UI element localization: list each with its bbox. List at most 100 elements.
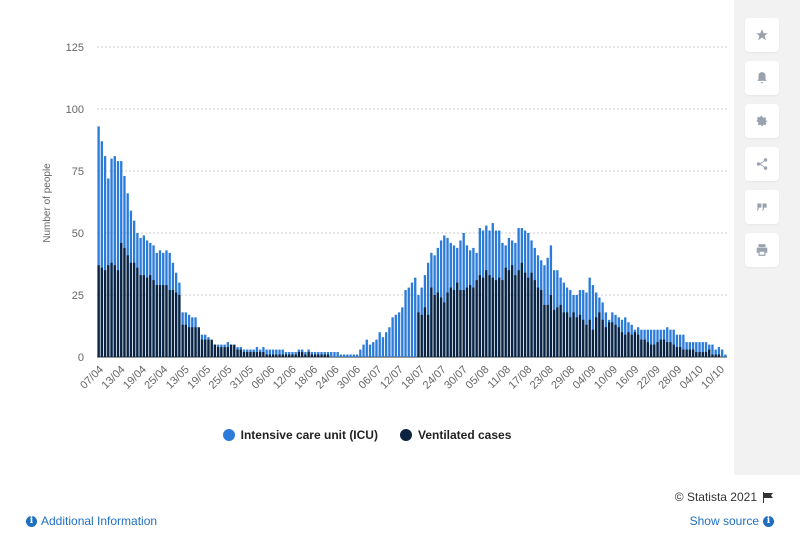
bar-icu[interactable] bbox=[443, 235, 446, 357]
bar-ventilated[interactable] bbox=[646, 342, 650, 357]
bar-ventilated[interactable] bbox=[426, 314, 430, 357]
bar-ventilated[interactable] bbox=[326, 354, 330, 357]
bar-ventilated[interactable] bbox=[100, 267, 104, 357]
bar-ventilated[interactable] bbox=[255, 352, 259, 357]
bar-ventilated[interactable] bbox=[711, 354, 714, 357]
bar-icu[interactable] bbox=[720, 349, 724, 357]
bar-ventilated[interactable] bbox=[174, 292, 178, 357]
bar-ventilated[interactable] bbox=[430, 287, 433, 357]
bar-ventilated[interactable] bbox=[258, 352, 262, 357]
bar-icu[interactable] bbox=[698, 342, 701, 357]
bar-ventilated[interactable] bbox=[468, 285, 472, 357]
bar-icu[interactable] bbox=[404, 290, 407, 357]
bar-ventilated[interactable] bbox=[310, 354, 314, 357]
bar-ventilated[interactable] bbox=[662, 339, 666, 357]
bar-ventilated[interactable] bbox=[132, 262, 136, 357]
bar-ventilated[interactable] bbox=[116, 270, 120, 357]
bar-ventilated[interactable] bbox=[242, 352, 246, 357]
bar-ventilated[interactable] bbox=[585, 324, 588, 357]
bar-icu[interactable] bbox=[711, 344, 714, 357]
bar-ventilated[interactable] bbox=[540, 290, 543, 357]
bar-ventilated[interactable] bbox=[498, 277, 501, 357]
bar-ventilated[interactable] bbox=[288, 354, 291, 357]
bar-ventilated[interactable] bbox=[653, 344, 656, 357]
bar-icu[interactable] bbox=[678, 334, 682, 357]
bar-ventilated[interactable] bbox=[649, 344, 653, 357]
bar-ventilated[interactable] bbox=[617, 327, 620, 357]
bar-ventilated[interactable] bbox=[452, 290, 456, 357]
bar-ventilated[interactable] bbox=[704, 352, 708, 357]
bar-icu[interactable] bbox=[672, 329, 675, 357]
bar-ventilated[interactable] bbox=[501, 280, 504, 357]
bar-ventilated[interactable] bbox=[594, 317, 598, 357]
bar-ventilated[interactable] bbox=[459, 290, 462, 357]
bar-icu[interactable] bbox=[375, 339, 378, 357]
bar-ventilated[interactable] bbox=[630, 334, 633, 357]
bar-icu[interactable] bbox=[352, 354, 356, 357]
bar-icu[interactable] bbox=[588, 277, 591, 357]
bar-ventilated[interactable] bbox=[178, 295, 181, 357]
bar-ventilated[interactable] bbox=[262, 352, 265, 357]
bar-ventilated[interactable] bbox=[129, 262, 133, 357]
bar-icu[interactable] bbox=[394, 314, 398, 357]
bar-ventilated[interactable] bbox=[491, 277, 494, 357]
bar-ventilated[interactable] bbox=[223, 347, 226, 357]
bar-ventilated[interactable] bbox=[210, 339, 213, 357]
bar-icu[interactable] bbox=[265, 349, 268, 357]
bar-ventilated[interactable] bbox=[281, 354, 284, 357]
bar-ventilated[interactable] bbox=[478, 275, 482, 357]
bar-ventilated[interactable] bbox=[682, 349, 685, 357]
bar-ventilated[interactable] bbox=[439, 297, 443, 357]
bar-ventilated[interactable] bbox=[113, 265, 116, 357]
bar-ventilated[interactable] bbox=[481, 277, 485, 357]
bar-ventilated[interactable] bbox=[624, 334, 627, 357]
settings-button[interactable] bbox=[745, 104, 779, 138]
bar-icu[interactable] bbox=[372, 342, 375, 357]
bar-icu[interactable] bbox=[342, 354, 346, 357]
bar-icu[interactable] bbox=[388, 327, 391, 357]
bar-ventilated[interactable] bbox=[598, 312, 601, 357]
bar-ventilated[interactable] bbox=[614, 324, 617, 357]
bar-ventilated[interactable] bbox=[510, 265, 514, 357]
bar-icu[interactable] bbox=[714, 349, 717, 357]
bar-ventilated[interactable] bbox=[633, 332, 637, 357]
bar-ventilated[interactable] bbox=[559, 304, 562, 357]
bar-ventilated[interactable] bbox=[246, 352, 249, 357]
bar-icu[interactable] bbox=[675, 334, 679, 357]
bar-icu[interactable] bbox=[704, 342, 708, 357]
bar-icu[interactable] bbox=[695, 342, 698, 357]
bar-ventilated[interactable] bbox=[627, 332, 630, 357]
bar-icu[interactable] bbox=[271, 349, 275, 357]
bar-icu[interactable] bbox=[330, 352, 333, 357]
bar-ventilated[interactable] bbox=[620, 332, 624, 357]
bar-ventilated[interactable] bbox=[168, 290, 171, 357]
bar-ventilated[interactable] bbox=[582, 319, 585, 357]
bar-ventilated[interactable] bbox=[278, 354, 281, 357]
bar-icu[interactable] bbox=[362, 344, 365, 357]
bar-ventilated[interactable] bbox=[449, 287, 452, 357]
bar-ventilated[interactable] bbox=[145, 277, 149, 357]
bar-icu[interactable] bbox=[346, 354, 349, 357]
bar-ventilated[interactable] bbox=[691, 349, 695, 357]
bar-ventilated[interactable] bbox=[465, 287, 469, 357]
bar-icu[interactable] bbox=[365, 339, 368, 357]
bar-icu[interactable] bbox=[378, 332, 381, 357]
bar-icu[interactable] bbox=[278, 349, 281, 357]
bar-ventilated[interactable] bbox=[659, 339, 662, 357]
bar-ventilated[interactable] bbox=[604, 327, 608, 357]
bar-ventilated[interactable] bbox=[204, 339, 207, 357]
bar-ventilated[interactable] bbox=[575, 317, 578, 357]
bar-ventilated[interactable] bbox=[229, 344, 233, 357]
bar-ventilated[interactable] bbox=[443, 302, 446, 357]
cite-button[interactable] bbox=[745, 190, 779, 224]
bar-icu[interactable] bbox=[100, 141, 104, 357]
bar-ventilated[interactable] bbox=[708, 349, 711, 357]
bar-ventilated[interactable] bbox=[317, 354, 320, 357]
bar-ventilated[interactable] bbox=[103, 270, 107, 357]
bar-ventilated[interactable] bbox=[313, 354, 317, 357]
bar-ventilated[interactable] bbox=[446, 292, 449, 357]
bar-ventilated[interactable] bbox=[601, 319, 604, 357]
bar-ventilated[interactable] bbox=[607, 322, 611, 357]
bar-ventilated[interactable] bbox=[300, 352, 304, 357]
bar-icu[interactable] bbox=[426, 262, 430, 357]
